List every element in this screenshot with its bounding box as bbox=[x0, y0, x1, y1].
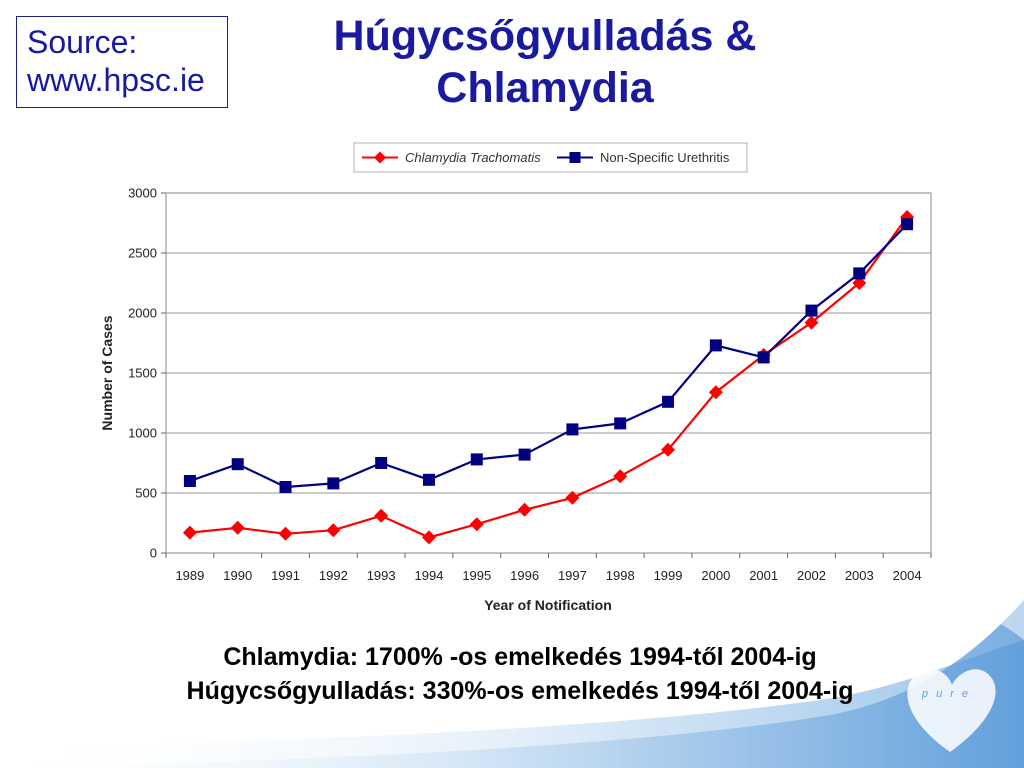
data-point-diamond bbox=[421, 530, 436, 545]
data-point-diamond bbox=[661, 442, 676, 457]
source-url: www.hpsc.ie bbox=[27, 62, 205, 98]
x-tick-label: 1995 bbox=[462, 568, 491, 583]
x-tick-label: 1997 bbox=[558, 568, 587, 583]
x-tick-label: 1999 bbox=[654, 568, 683, 583]
legend-box bbox=[353, 142, 748, 173]
data-point-diamond bbox=[230, 520, 245, 535]
data-point-diamond bbox=[565, 490, 580, 505]
x-tick-label: 1994 bbox=[415, 568, 444, 583]
legend-marker-nsu bbox=[569, 152, 581, 163]
data-point-square bbox=[231, 458, 244, 471]
x-tick-label: 2000 bbox=[701, 568, 730, 583]
data-point-square bbox=[757, 351, 770, 364]
y-tick-label: 3000 bbox=[128, 186, 157, 201]
caption-line-1: Chlamydia: 1700% -os emelkedés 1994-től … bbox=[223, 643, 817, 671]
data-point-square bbox=[183, 475, 196, 487]
data-point-square bbox=[901, 218, 914, 231]
x-tick-label: 1998 bbox=[606, 568, 635, 583]
data-point-square bbox=[375, 457, 388, 469]
y-tick-label: 500 bbox=[135, 486, 157, 501]
data-point-diamond bbox=[182, 525, 197, 540]
legend-label-chlamydia: Chlamydia Trachomatis bbox=[405, 150, 541, 165]
data-point-square bbox=[518, 448, 531, 461]
x-tick-label: 1990 bbox=[223, 568, 252, 583]
title-line-1: Húgycsőgyulladás & bbox=[333, 12, 757, 60]
x-tick-label: 2001 bbox=[749, 568, 778, 583]
series-line-1 bbox=[189, 223, 908, 489]
x-tick-label: 1991 bbox=[271, 568, 300, 583]
y-axis-label: Number of Cases bbox=[99, 315, 115, 430]
pure-logo-text: pure bbox=[922, 688, 977, 700]
caption-line-2: Húgycsőgyulladás: 330%-os emelkedés 1994… bbox=[186, 677, 854, 705]
series-line-0 bbox=[189, 216, 908, 539]
caption: Chlamydia: 1700% -os emelkedés 1994-től … bbox=[60, 640, 980, 708]
x-tick-label: 2002 bbox=[797, 568, 826, 583]
data-point-diamond bbox=[326, 523, 341, 538]
y-tick-label: 1500 bbox=[128, 366, 157, 381]
y-tick-label: 1000 bbox=[128, 426, 157, 441]
data-point-diamond bbox=[374, 508, 389, 523]
title-line-2: Chlamydia bbox=[436, 64, 654, 112]
data-point-square bbox=[853, 267, 866, 280]
y-tick-label: 2000 bbox=[128, 306, 157, 321]
data-point-square bbox=[614, 417, 627, 430]
data-point-square bbox=[805, 304, 818, 317]
data-point-diamond bbox=[278, 526, 293, 541]
data-point-square bbox=[662, 395, 675, 408]
data-point-square bbox=[470, 453, 483, 466]
x-tick-label: 2003 bbox=[845, 568, 874, 583]
data-point-square bbox=[279, 481, 292, 493]
slide-title: Húgycsőgyulladás & Chlamydia bbox=[240, 10, 850, 114]
legend: Chlamydia Trachomatis Non-Specific Ureth… bbox=[353, 142, 748, 173]
y-tick-label: 0 bbox=[150, 546, 157, 561]
data-point-diamond bbox=[852, 276, 867, 290]
data-point-diamond bbox=[517, 502, 532, 517]
data-point-square bbox=[422, 473, 435, 486]
data-point-diamond bbox=[708, 385, 723, 400]
x-tick-label: 1989 bbox=[175, 568, 204, 583]
data-point-square bbox=[327, 477, 340, 490]
data-point-square bbox=[709, 339, 722, 352]
source-box: Source: www.hpsc.ie bbox=[16, 16, 228, 108]
data-point-diamond bbox=[469, 517, 484, 532]
x-axis-label: Year of Notification bbox=[484, 597, 612, 613]
series-group bbox=[182, 210, 915, 545]
legend-marker-chlamydia bbox=[374, 151, 386, 164]
x-axis: 1989 1990 1991 1992 1993 1994 1995 1996 1997 1998… bbox=[165, 553, 932, 583]
x-tick-label: 1993 bbox=[367, 568, 396, 583]
data-point-diamond bbox=[613, 469, 628, 484]
y-tick-label: 2500 bbox=[128, 246, 157, 261]
heart-logo-icon bbox=[907, 668, 996, 752]
x-tick-label: 2004 bbox=[893, 568, 922, 583]
data-point-diamond bbox=[804, 315, 819, 330]
legend-label-nsu: Non-Specific Urethritis bbox=[600, 150, 730, 165]
data-point-square bbox=[566, 423, 579, 436]
x-tick-label: 1992 bbox=[319, 568, 348, 583]
source-label: Source: bbox=[27, 24, 138, 60]
y-axis: 0 500 1000 1500 2000 2500 3000 bbox=[128, 186, 166, 561]
x-tick-label: 1996 bbox=[510, 568, 539, 583]
gridlines bbox=[166, 252, 931, 494]
